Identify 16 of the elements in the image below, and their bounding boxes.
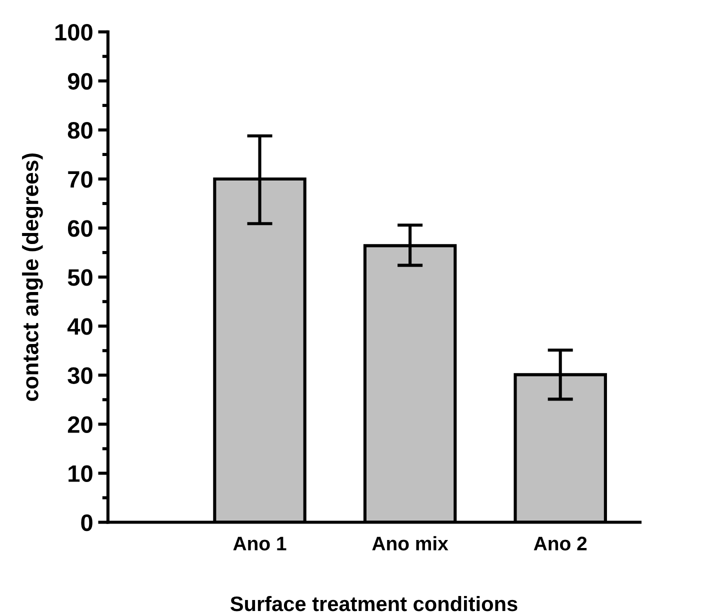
y-tick-label: 50 — [68, 269, 92, 286]
y-axis-title: contact angle (degrees) — [22, 153, 43, 401]
x-axis-title: Surface treatment conditions — [230, 596, 518, 612]
y-tick-label: 20 — [68, 416, 92, 433]
y-tick-label: 10 — [68, 465, 92, 482]
x-tick-label: Ano mix — [372, 536, 448, 550]
x-tick-label: Ano 1 — [233, 536, 286, 550]
y-tick-label: 70 — [68, 171, 92, 188]
y-tick-label: 40 — [67, 318, 92, 335]
x-tick-label: Ano 2 — [534, 536, 587, 550]
y-tick-label: 60 — [68, 220, 92, 237]
y-tick-label: 80 — [68, 122, 92, 139]
y-tick-label: 90 — [68, 72, 92, 90]
y-tick-label: 0 — [81, 514, 92, 532]
y-tick-label: 100 — [55, 24, 92, 41]
y-tick-label: 30 — [68, 367, 92, 384]
